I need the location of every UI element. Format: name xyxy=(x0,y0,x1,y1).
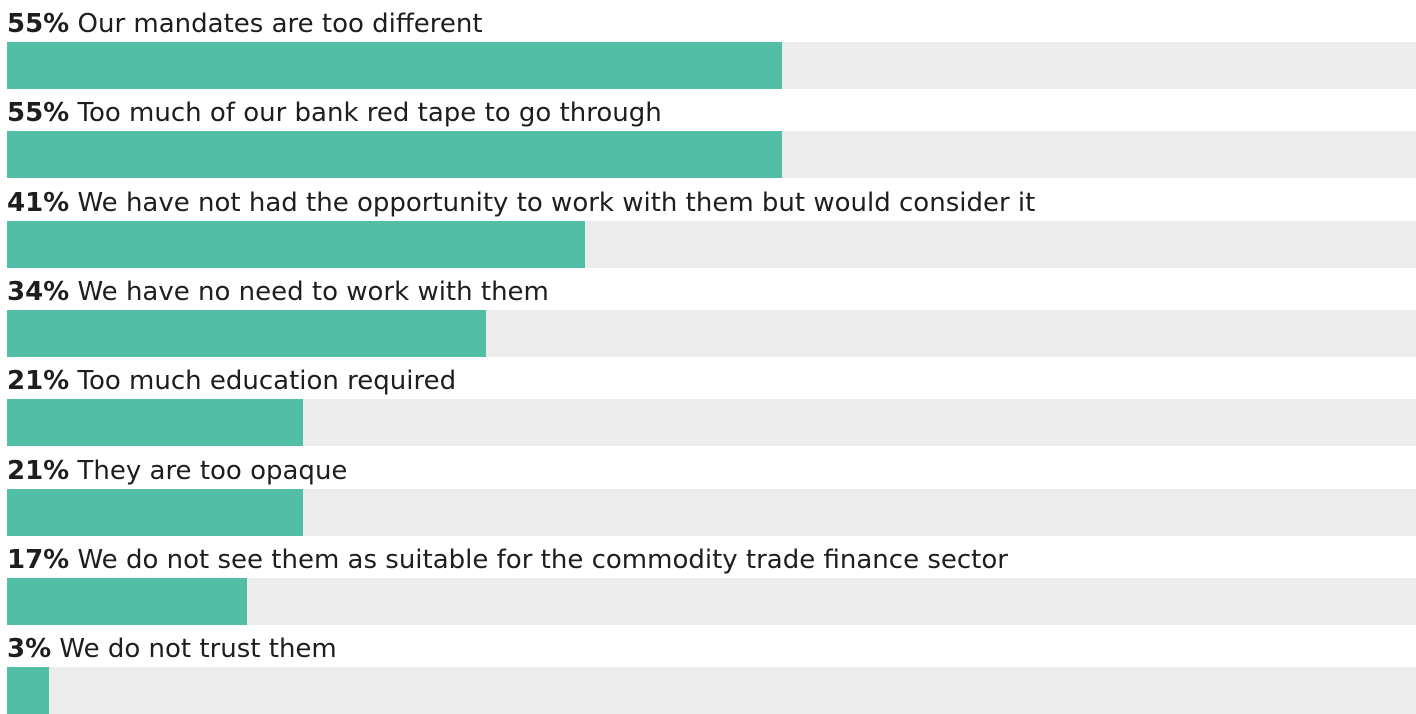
bar-value-label: 55% xyxy=(7,9,70,39)
bar-label: 17% We do not see them as suitable for t… xyxy=(7,544,1008,576)
bar-track xyxy=(7,42,1416,89)
bar-track xyxy=(7,309,1416,357)
bar-category-label: Too much education required xyxy=(77,366,457,397)
bar-track xyxy=(7,131,1416,179)
bar xyxy=(7,309,486,357)
bar-category-label: They are too opaque xyxy=(77,455,348,486)
bar xyxy=(7,399,303,447)
bar-label: 55% Our mandates are too different xyxy=(7,8,483,40)
bar-label: 3% We do not trust them xyxy=(7,633,337,665)
bar-value-label: 41% xyxy=(7,187,70,218)
bar-value-label: 17% xyxy=(7,544,70,575)
bar xyxy=(7,667,49,714)
bar-value-label: 3% xyxy=(7,634,52,665)
bar-category-label: We do not trust them xyxy=(59,634,337,665)
bar-label: 55% Too much of our bank red tape to go … xyxy=(7,97,662,129)
bar-track xyxy=(7,399,1416,447)
bar-label: 41% We have not had the opportunity to w… xyxy=(7,187,1035,219)
bar-category-label: We have no need to work with them xyxy=(77,276,549,307)
bar-row: 3% We do not trust them xyxy=(7,625,1416,714)
bar-label: 34% We have no need to work with them xyxy=(7,276,549,308)
bar-track xyxy=(7,488,1416,536)
bar-row: 21% They are too opaque xyxy=(7,447,1416,536)
bar-category-label: We have not had the opportunity to work … xyxy=(77,187,1036,218)
bar-value-label: 21% xyxy=(7,366,70,397)
horizontal-bar-chart: 55% Our mandates are too different 55% To… xyxy=(7,0,1416,714)
bar-track xyxy=(7,667,1416,714)
bar-track xyxy=(7,220,1416,268)
bar xyxy=(7,488,303,536)
bar-row: 21% Too much education required xyxy=(7,357,1416,447)
bar-track xyxy=(7,577,1416,625)
bar-value-label: 34% xyxy=(7,276,70,307)
bar-row: 34% We have no need to work with them xyxy=(7,268,1416,357)
bar-category-label: Too much of our bank red tape to go thro… xyxy=(77,98,662,129)
bar-value-label: 21% xyxy=(7,455,70,486)
bar-row: 55% Too much of our bank red tape to go … xyxy=(7,89,1416,179)
bar-row: 55% Our mandates are too different xyxy=(7,0,1416,89)
bar-row: 41% We have not had the opportunity to w… xyxy=(7,179,1416,268)
bar-label: 21% They are too opaque xyxy=(7,455,347,487)
bar xyxy=(7,131,782,179)
bar xyxy=(7,42,782,89)
bar-category-label: Our mandates are too different xyxy=(77,9,483,39)
bar-label: 21% Too much education required xyxy=(7,365,456,397)
bar-category-label: We do not see them as suitable for the c… xyxy=(77,544,1008,575)
bar xyxy=(7,577,247,625)
bar-value-label: 55% xyxy=(7,98,70,129)
bar xyxy=(7,220,585,268)
bar-row: 17% We do not see them as suitable for t… xyxy=(7,536,1416,625)
